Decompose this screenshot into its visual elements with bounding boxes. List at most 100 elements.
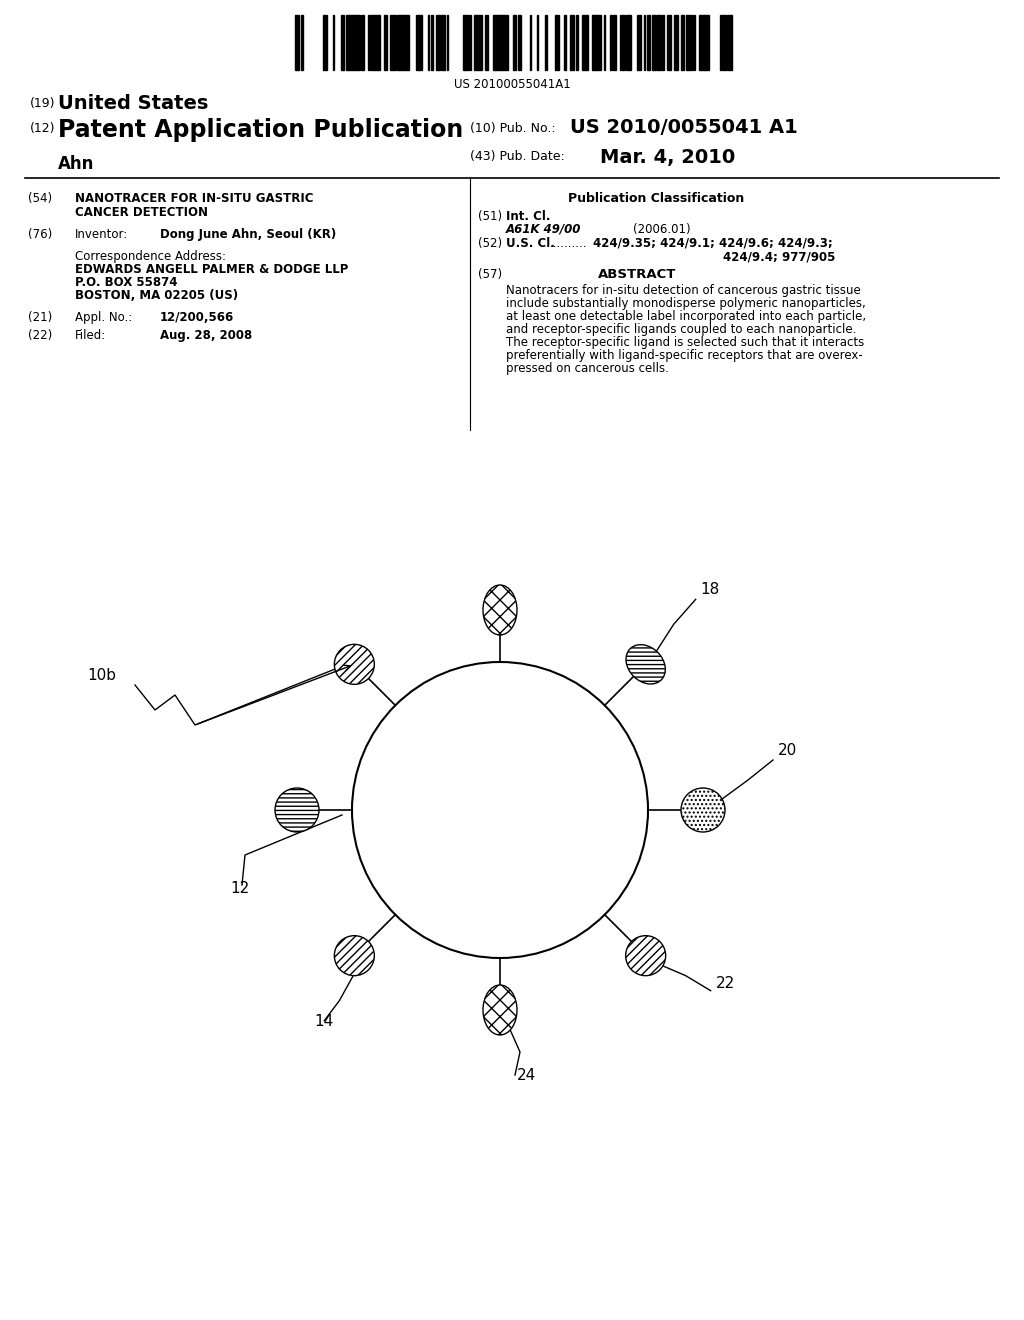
- Text: BOSTON, MA 02205 (US): BOSTON, MA 02205 (US): [75, 289, 239, 302]
- Ellipse shape: [483, 985, 517, 1035]
- Text: (12): (12): [30, 121, 55, 135]
- Bar: [495, 15, 498, 70]
- Text: A61K 49/00: A61K 49/00: [506, 223, 582, 236]
- Bar: [682, 15, 684, 70]
- Bar: [584, 15, 588, 70]
- Bar: [374, 15, 377, 70]
- Bar: [575, 15, 578, 70]
- Bar: [597, 15, 601, 70]
- Bar: [629, 15, 631, 70]
- Text: 14: 14: [314, 1014, 334, 1028]
- Bar: [349, 15, 354, 70]
- Text: preferentially with ligand-specific receptors that are overex-: preferentially with ligand-specific rece…: [506, 348, 863, 362]
- Bar: [514, 15, 516, 70]
- Text: Filed:: Filed:: [75, 329, 106, 342]
- Bar: [390, 15, 393, 70]
- Bar: [570, 15, 574, 70]
- Text: (57): (57): [478, 268, 502, 281]
- Bar: [613, 15, 616, 70]
- Text: U.S. Cl.: U.S. Cl.: [506, 238, 555, 249]
- Bar: [705, 15, 707, 70]
- Bar: [724, 15, 726, 70]
- Bar: [493, 15, 495, 70]
- Ellipse shape: [335, 644, 375, 684]
- Bar: [431, 15, 433, 70]
- Bar: [647, 15, 650, 70]
- Text: NANOTRACER FOR IN-SITU GASTRIC: NANOTRACER FOR IN-SITU GASTRIC: [75, 191, 313, 205]
- Bar: [296, 15, 299, 70]
- Bar: [301, 15, 303, 70]
- Bar: [464, 15, 466, 70]
- Text: (22): (22): [28, 329, 52, 342]
- Bar: [384, 15, 387, 70]
- Text: (19): (19): [30, 96, 55, 110]
- Bar: [441, 15, 445, 70]
- Text: Correspondence Address:: Correspondence Address:: [75, 249, 226, 263]
- Text: 10b: 10b: [87, 668, 116, 682]
- Text: 424/9.4; 977/905: 424/9.4; 977/905: [723, 249, 836, 263]
- Bar: [466, 15, 469, 70]
- Text: (10) Pub. No.:: (10) Pub. No.:: [470, 121, 556, 135]
- Bar: [404, 15, 407, 70]
- Bar: [346, 15, 349, 70]
- Bar: [627, 15, 629, 70]
- Bar: [545, 15, 547, 70]
- Bar: [707, 15, 709, 70]
- Text: The receptor-specific ligand is selected such that it interacts: The receptor-specific ligand is selected…: [506, 337, 864, 348]
- Bar: [657, 15, 662, 70]
- Bar: [720, 15, 722, 70]
- Text: (21): (21): [28, 312, 52, 323]
- Text: Ahn: Ahn: [58, 154, 94, 173]
- Text: Int. Cl.: Int. Cl.: [506, 210, 551, 223]
- Text: (52): (52): [478, 238, 502, 249]
- Bar: [637, 15, 641, 70]
- Text: pressed on cancerous cells.: pressed on cancerous cells.: [506, 362, 669, 375]
- Bar: [477, 15, 482, 70]
- Text: ..........: ..........: [550, 238, 588, 249]
- Bar: [674, 15, 678, 70]
- Text: US 2010/0055041 A1: US 2010/0055041 A1: [570, 117, 798, 137]
- Ellipse shape: [626, 936, 666, 975]
- Bar: [499, 15, 502, 70]
- Bar: [393, 15, 396, 70]
- Text: Appl. No.:: Appl. No.:: [75, 312, 132, 323]
- Text: 424/9.35; 424/9.1; 424/9.6; 424/9.3;: 424/9.35; 424/9.1; 424/9.6; 424/9.3;: [593, 238, 833, 249]
- Bar: [555, 15, 559, 70]
- Bar: [686, 15, 691, 70]
- Bar: [436, 15, 440, 70]
- Bar: [727, 15, 732, 70]
- Text: 12: 12: [230, 880, 249, 896]
- Bar: [355, 15, 360, 70]
- Bar: [699, 15, 705, 70]
- Bar: [504, 15, 508, 70]
- Text: ABSTRACT: ABSTRACT: [598, 268, 677, 281]
- Ellipse shape: [483, 585, 517, 635]
- Text: (43) Pub. Date:: (43) Pub. Date:: [470, 150, 565, 162]
- Bar: [419, 15, 422, 70]
- Text: Mar. 4, 2010: Mar. 4, 2010: [600, 148, 735, 168]
- Text: (54): (54): [28, 191, 52, 205]
- Ellipse shape: [681, 788, 725, 832]
- Bar: [518, 15, 521, 70]
- Bar: [407, 15, 409, 70]
- Bar: [594, 15, 597, 70]
- Text: 18: 18: [700, 582, 720, 598]
- Bar: [323, 15, 326, 70]
- Text: Publication Classification: Publication Classification: [568, 191, 744, 205]
- Bar: [485, 15, 488, 70]
- Bar: [502, 15, 504, 70]
- Bar: [564, 15, 566, 70]
- Text: (76): (76): [28, 228, 52, 242]
- Text: 12/200,566: 12/200,566: [160, 312, 234, 323]
- Bar: [342, 15, 344, 70]
- Bar: [399, 15, 402, 70]
- Text: Inventor:: Inventor:: [75, 228, 128, 242]
- Text: (51): (51): [478, 210, 502, 223]
- Bar: [667, 15, 671, 70]
- Ellipse shape: [275, 788, 319, 832]
- Text: United States: United States: [58, 94, 208, 114]
- Text: P.O. BOX 55874: P.O. BOX 55874: [75, 276, 177, 289]
- Bar: [474, 15, 477, 70]
- Text: and receptor-specific ligands coupled to each nanoparticle.: and receptor-specific ligands coupled to…: [506, 323, 856, 337]
- Bar: [361, 15, 362, 70]
